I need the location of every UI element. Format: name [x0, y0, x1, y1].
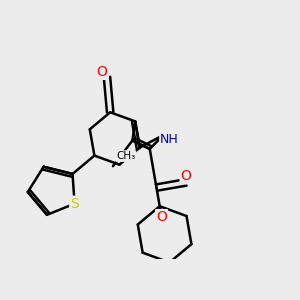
Text: CH₃: CH₃ [116, 151, 135, 161]
Text: O: O [181, 169, 191, 183]
Text: S: S [70, 197, 79, 211]
Text: NH: NH [160, 133, 179, 146]
Text: O: O [156, 210, 167, 224]
Text: O: O [96, 65, 107, 79]
